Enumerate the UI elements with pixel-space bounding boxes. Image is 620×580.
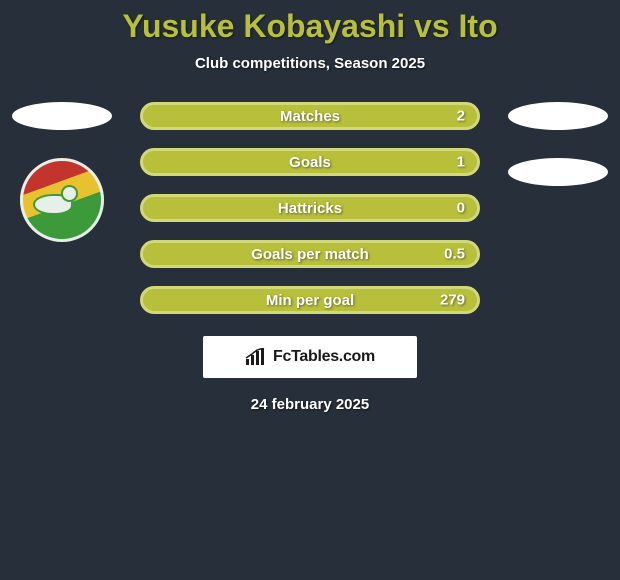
stat-label: Goals per match [251, 246, 369, 263]
bar-chart-icon [245, 348, 267, 366]
subtitle: Club competitions, Season 2025 [0, 55, 620, 72]
left-player-avatar [12, 102, 112, 130]
stats-list: Matches 2 Goals 1 Hattricks 0 Goals per … [140, 102, 480, 314]
stat-label: Min per goal [266, 292, 354, 309]
left-team-logo [20, 158, 104, 242]
stat-label: Matches [280, 108, 340, 125]
page-title: Yusuke Kobayashi vs Ito [0, 0, 620, 45]
date-label: 24 february 2025 [0, 396, 620, 413]
right-team-placeholder [508, 158, 608, 186]
stat-right-value: 2 [457, 108, 465, 125]
stat-row: Matches 2 [140, 102, 480, 130]
stat-label: Hattricks [278, 200, 342, 217]
stat-row: Goals per match 0.5 [140, 240, 480, 268]
right-player-column [508, 102, 608, 186]
brand-text: FcTables.com [273, 348, 375, 366]
brand-badge: FcTables.com [203, 336, 417, 378]
left-player-column [12, 102, 112, 242]
stat-right-value: 1 [457, 154, 465, 171]
comparison-content: Matches 2 Goals 1 Hattricks 0 Goals per … [0, 102, 620, 314]
stat-row: Min per goal 279 [140, 286, 480, 314]
stat-row: Goals 1 [140, 148, 480, 176]
stat-label: Goals [289, 154, 331, 171]
right-player-avatar [508, 102, 608, 130]
stat-right-value: 279 [440, 292, 465, 309]
stat-right-value: 0.5 [444, 246, 465, 263]
stat-row: Hattricks 0 [140, 194, 480, 222]
stat-right-value: 0 [457, 200, 465, 217]
